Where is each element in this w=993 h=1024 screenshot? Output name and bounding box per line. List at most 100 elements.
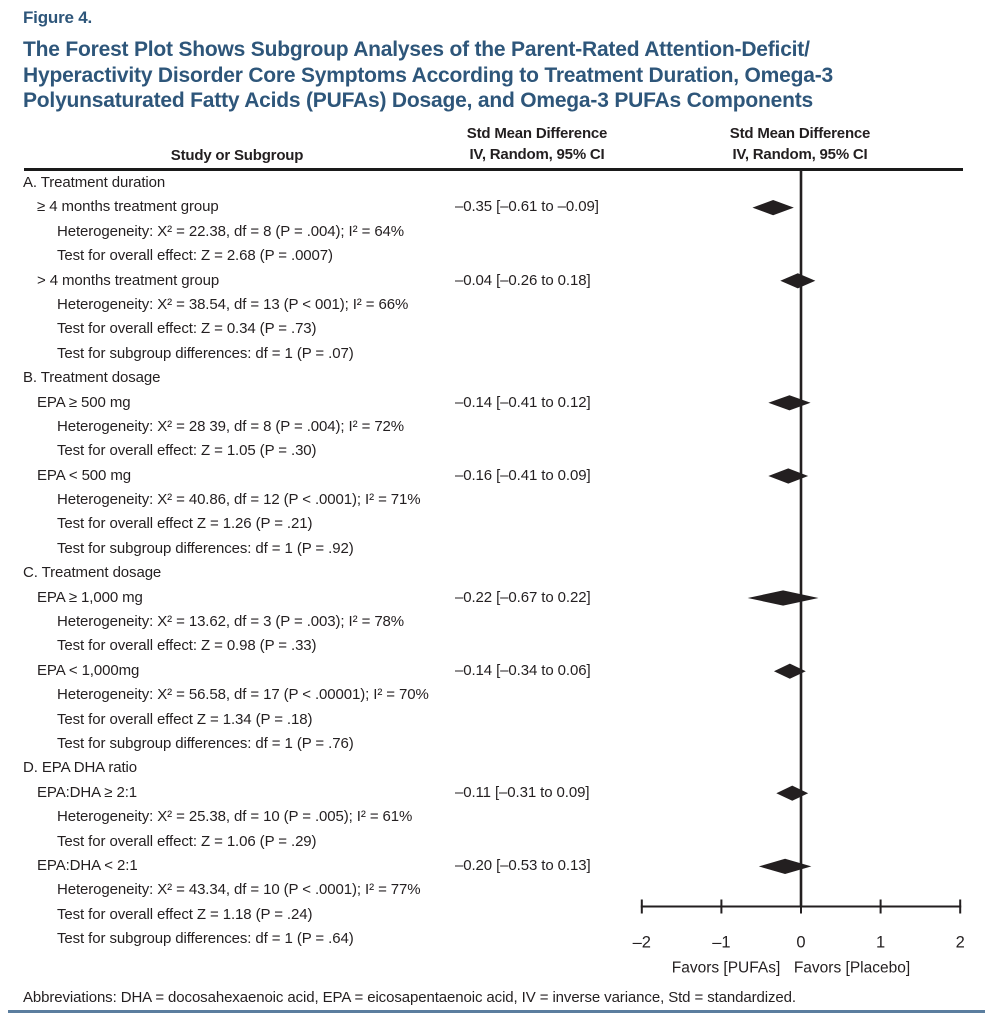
column-header-estimate: Std Mean Difference IV, Random, 95% CI	[466, 123, 608, 165]
stat-detail-row: Heterogeneity: X² = 22.38, df = 8 (P = .…	[0, 220, 632, 244]
estimate-value: –0.16 [–0.41 to 0.09]	[455, 466, 591, 484]
row-label: > 4 months treatment group	[37, 271, 220, 289]
estimate-header-line-2: IV, Random, 95% CI	[469, 146, 605, 163]
title-line-3: Polyunsaturated Fatty Acids (PUFAs) Dosa…	[23, 89, 813, 112]
row-label: Heterogeneity: X² = 40.86, df = 12 (P < …	[57, 491, 421, 509]
row-label: EPA ≥ 500 mg	[37, 393, 131, 411]
figure-label: Figure 4.	[23, 8, 93, 27]
estimate-value: –0.20 [–0.53 to 0.13]	[455, 856, 591, 874]
row-label: Test for overall effect: Z = 1.05 (P = .…	[57, 442, 317, 460]
row-label: EPA < 500 mg	[37, 466, 132, 484]
section-header-row: A. Treatment duration	[0, 171, 632, 195]
estimate-value: –0.14 [–0.34 to 0.06]	[455, 661, 591, 679]
row-label: Test for overall effect: Z = 2.68 (P = .…	[57, 247, 333, 265]
stat-detail-row: Test for overall effect: Z = 0.98 (P = .…	[0, 634, 632, 658]
subgroup-difference-row: Test for subgroup differences: df = 1 (P…	[0, 342, 632, 366]
subgroup-row: EPA ≥ 1,000 mg –0.22 [–0.67 to 0.22]	[0, 586, 632, 610]
estimate-value: –0.14 [–0.41 to 0.12]	[455, 393, 591, 411]
row-label: Test for overall effect: Z = 0.98 (P = .…	[57, 637, 317, 655]
row-label: Heterogeneity: X² = 56.58, df = 17 (P < …	[57, 686, 429, 704]
row-label: EPA:DHA ≥ 2:1	[37, 783, 138, 801]
estimate-value: –0.11 [–0.31 to 0.09]	[455, 783, 590, 801]
subgroup-row: EPA:DHA ≥ 2:1 –0.11 [–0.31 to 0.09]	[0, 781, 632, 805]
row-label: EPA:DHA < 2:1	[37, 856, 138, 874]
row-label: Heterogeneity: X² = 38.54, df = 13 (P < …	[57, 295, 409, 313]
summary-diamond	[780, 273, 816, 289]
header-rule	[24, 168, 963, 171]
row-label: Heterogeneity: X² = 13.62, df = 3 (P = .…	[57, 613, 405, 631]
favors-left-label: Favors [PUFAs]	[672, 960, 781, 977]
subgroup-row: EPA < 1,000mg –0.14 [–0.34 to 0.06]	[0, 659, 632, 683]
summary-diamond	[747, 590, 819, 606]
subgroup-row: EPA:DHA < 2:1 –0.20 [–0.53 to 0.13]	[0, 854, 632, 878]
stat-detail-row: Test for overall effect: Z = 1.06 (P = .…	[0, 830, 632, 854]
tick-label: 2	[956, 934, 965, 952]
subgroup-row: > 4 months treatment group –0.04 [–0.26 t…	[0, 269, 632, 293]
row-label: Test for subgroup differences: df = 1 (P…	[57, 539, 354, 557]
summary-diamond	[773, 663, 806, 679]
row-label: Test for overall effect Z = 1.34 (P = .1…	[57, 710, 313, 728]
row-label: Heterogeneity: X² = 43.34, df = 10 (P < …	[57, 881, 421, 899]
estimate-header-line-1: Std Mean Difference	[466, 125, 608, 142]
tick-label: –1	[712, 934, 730, 952]
estimate-value: –0.04 [–0.26 to 0.18]	[455, 271, 591, 289]
section-header-row: C. Treatment dosage	[0, 561, 632, 585]
row-label: Test for overall effect: Z = 0.34 (P = .…	[57, 320, 317, 338]
stat-detail-row: Heterogeneity: X² = 38.54, df = 13 (P < …	[0, 293, 632, 317]
figure-title: The Forest Plot Shows Subgroup Analyses …	[23, 37, 833, 114]
title-line-2: Hyperactivity Disorder Core Symptoms Acc…	[23, 63, 834, 87]
summary-diamond	[752, 200, 794, 216]
plot-header-line-1: Std Mean Difference	[729, 125, 871, 142]
plot-header-line-2: IV, Random, 95% CI	[732, 146, 868, 163]
row-label: A. Treatment duration	[23, 174, 166, 191]
stat-detail-row: Test for overall effect: Z = 2.68 (P = .…	[0, 244, 632, 268]
section-header-row: B. Treatment dosage	[0, 366, 632, 390]
subgroup-row: EPA < 500 mg –0.16 [–0.41 to 0.09]	[0, 464, 632, 488]
summary-diamond	[758, 858, 812, 874]
column-header-plot: Std Mean Difference IV, Random, 95% CI	[729, 123, 871, 165]
stat-detail-row: Test for overall effect Z = 1.26 (P = .2…	[0, 512, 632, 536]
row-label: B. Treatment dosage	[23, 369, 161, 387]
tick-label: –2	[633, 934, 651, 952]
abbreviations-note: Abbreviations: DHA = docosahexaenoic aci…	[23, 989, 796, 1006]
row-label: Test for overall effect: Z = 1.06 (P = .…	[57, 832, 317, 850]
row-label: Test for subgroup differences: df = 1 (P…	[57, 734, 354, 752]
subgroup-difference-row: Test for subgroup differences: df = 1 (P…	[0, 927, 632, 951]
row-label: Test for overall effect Z = 1.18 (P = .2…	[57, 905, 313, 923]
row-label: EPA ≥ 1,000 mg	[37, 588, 143, 606]
stat-detail-row: Heterogeneity: X² = 25.38, df = 10 (P = …	[0, 805, 632, 829]
column-header-study: Study or Subgroup	[170, 147, 304, 164]
summary-diamond	[776, 785, 809, 801]
summary-diamond	[768, 468, 809, 484]
footer-rule	[8, 1010, 985, 1013]
stat-detail-row: Test for overall effect: Z = 1.05 (P = .…	[0, 439, 632, 463]
row-label: Test for subgroup differences: df = 1 (P…	[57, 930, 354, 948]
stat-detail-row: Test for overall effect: Z = 0.34 (P = .…	[0, 317, 632, 341]
section-header-row: D. EPA DHA ratio	[0, 756, 632, 780]
estimate-value: –0.22 [–0.67 to 0.22]	[455, 588, 591, 606]
tick-label: 1	[876, 934, 885, 952]
stat-detail-row: Test for overall effect Z = 1.18 (P = .2…	[0, 903, 632, 927]
row-label: ≥ 4 months treatment group	[37, 198, 219, 216]
subgroup-row: EPA ≥ 500 mg –0.14 [–0.41 to 0.12]	[0, 391, 632, 415]
favors-right-label: Favors [Placebo]	[794, 960, 910, 977]
tick-label: 0	[796, 934, 805, 952]
row-label: Test for overall effect Z = 1.26 (P = .2…	[57, 515, 313, 533]
row-label: EPA < 1,000mg	[37, 661, 140, 679]
subgroup-row: ≥ 4 months treatment group –0.35 [–0.61 t…	[0, 195, 632, 219]
summary-diamond	[768, 395, 811, 411]
stat-detail-row: Heterogeneity: X² = 43.34, df = 10 (P < …	[0, 878, 632, 902]
row-label: Heterogeneity: X² = 22.38, df = 8 (P = .…	[57, 222, 405, 240]
stat-detail-row: Heterogeneity: X² = 40.86, df = 12 (P < …	[0, 488, 632, 512]
stat-detail-row: Test for overall effect Z = 1.34 (P = .1…	[0, 708, 632, 732]
table-rows: A. Treatment duration ≥ 4 months treatmen…	[0, 171, 632, 952]
row-label: Heterogeneity: X² = 28 39, df = 8 (P = .…	[57, 417, 405, 435]
row-label: Heterogeneity: X² = 25.38, df = 10 (P = …	[57, 808, 413, 826]
row-label: C. Treatment dosage	[23, 564, 162, 582]
estimate-value: –0.35 [–0.61 to –0.09]	[455, 198, 599, 216]
subgroup-difference-row: Test for subgroup differences: df = 1 (P…	[0, 732, 632, 756]
row-label: Test for subgroup differences: df = 1 (P…	[57, 344, 354, 362]
stat-detail-row: Heterogeneity: X² = 28 39, df = 8 (P = .…	[0, 415, 632, 439]
row-label: D. EPA DHA ratio	[23, 759, 137, 777]
